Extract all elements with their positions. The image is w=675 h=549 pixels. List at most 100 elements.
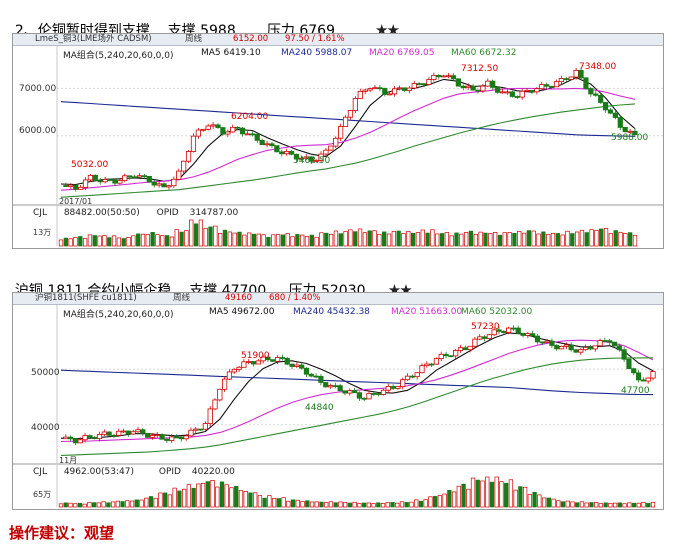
symbol-name: 沪铜1811(SHFE cu1811) [35, 293, 137, 303]
volume-bar [439, 233, 445, 247]
ma60-legend: MA60 52032.00 [461, 307, 533, 317]
volume-bar [449, 235, 454, 247]
ma60-legend: MA60 6672.32 [451, 48, 517, 58]
volume-bar [537, 494, 542, 508]
candle-body [284, 357, 290, 365]
candle-body [387, 93, 393, 96]
volume-bar [598, 503, 604, 508]
candle-body [645, 377, 651, 382]
candle-body [597, 340, 603, 347]
candle-body [635, 372, 642, 381]
volume-bar [134, 499, 139, 508]
volume-bar [399, 501, 405, 508]
volume-bar [468, 230, 474, 247]
ma20-legend: MA20 6769.05 [369, 48, 435, 58]
volume-bar [608, 233, 614, 247]
candle-body [274, 357, 281, 362]
volume-bar [234, 486, 239, 508]
volume-bar [285, 233, 290, 247]
volume-bar [401, 233, 406, 247]
volume-bar [200, 483, 206, 508]
candles [63, 325, 656, 446]
last-price: 49160 [225, 293, 253, 303]
candle-body [372, 87, 378, 90]
candle-body [264, 143, 270, 146]
volume-bar [290, 236, 295, 247]
candle-body [431, 74, 437, 80]
volume-bar [92, 502, 97, 508]
volume-bar [485, 476, 490, 508]
candle-body [496, 329, 502, 332]
candle-body [284, 151, 290, 155]
volume-tick: 13万 [33, 228, 51, 237]
candle-body [632, 130, 638, 136]
candle-body [279, 151, 285, 155]
candle-body [520, 332, 526, 336]
candle-body [171, 178, 177, 187]
label-57230: 57230 [471, 322, 500, 332]
volume-bar [623, 233, 628, 247]
candle-body [173, 436, 180, 439]
candle-body [612, 112, 618, 118]
volume-bar [338, 501, 343, 508]
candle-body [332, 385, 338, 387]
volume-bar [574, 231, 580, 247]
volume-bar [380, 503, 386, 508]
volume-bar [92, 235, 97, 247]
volume-bar [68, 238, 73, 247]
volume-bar [526, 230, 532, 247]
volume-bar [603, 227, 609, 247]
volume-bar [352, 501, 357, 508]
candle-body [254, 133, 260, 141]
volume-bar [541, 231, 546, 247]
candle-body [265, 356, 271, 361]
volume-bar [386, 233, 392, 247]
volume-bar [372, 230, 377, 247]
candle-body [166, 185, 172, 188]
candle-body [450, 75, 457, 80]
candle-body [235, 126, 241, 129]
candle-body [515, 327, 521, 334]
label-44840: 44840 [305, 403, 334, 413]
candle-body [299, 364, 305, 369]
candle-body [377, 87, 383, 90]
volume-bar [271, 498, 277, 508]
period-selector[interactable]: 周线 [173, 293, 191, 303]
volume-bar [483, 232, 488, 247]
last-price: 6152.00 [233, 34, 269, 44]
candle-body [347, 390, 353, 394]
volume-bar [570, 233, 575, 247]
candle-body [236, 366, 242, 370]
volume-bar [589, 229, 594, 247]
candle-body [117, 180, 123, 184]
candle-body [558, 78, 565, 83]
volume-bar [432, 496, 438, 508]
candle-body [607, 340, 613, 343]
candle-body [563, 344, 569, 347]
ma240-legend: MA240 45432.38 [293, 307, 370, 317]
volume-bar [191, 487, 196, 508]
candle-body [169, 436, 175, 441]
candle-body [385, 386, 391, 391]
volume-bar [158, 492, 163, 508]
candle-body [226, 371, 233, 380]
candle-body [443, 353, 449, 357]
volume-bar [579, 229, 585, 247]
lme-candlestick-chart: 7000.00 6000.00 7312.50 7348.00 6204.00 … [13, 46, 663, 247]
candle-body [212, 399, 218, 410]
period-selector[interactable]: 周线 [185, 34, 203, 44]
candle-body [97, 180, 103, 183]
volume-bar [126, 237, 131, 247]
candle-body [279, 357, 285, 359]
volume-bar [115, 500, 120, 508]
volume-bar [470, 477, 476, 508]
volume-bar [164, 235, 170, 247]
candle-body [313, 375, 319, 378]
volume-bar [281, 497, 286, 508]
y-tick-50000: 50000 [31, 368, 60, 378]
volume-bar [447, 490, 452, 508]
label-5032: 5032.00 [71, 160, 108, 170]
candle-body [112, 179, 118, 184]
volume-bar [218, 233, 223, 247]
candle-body [63, 185, 69, 187]
